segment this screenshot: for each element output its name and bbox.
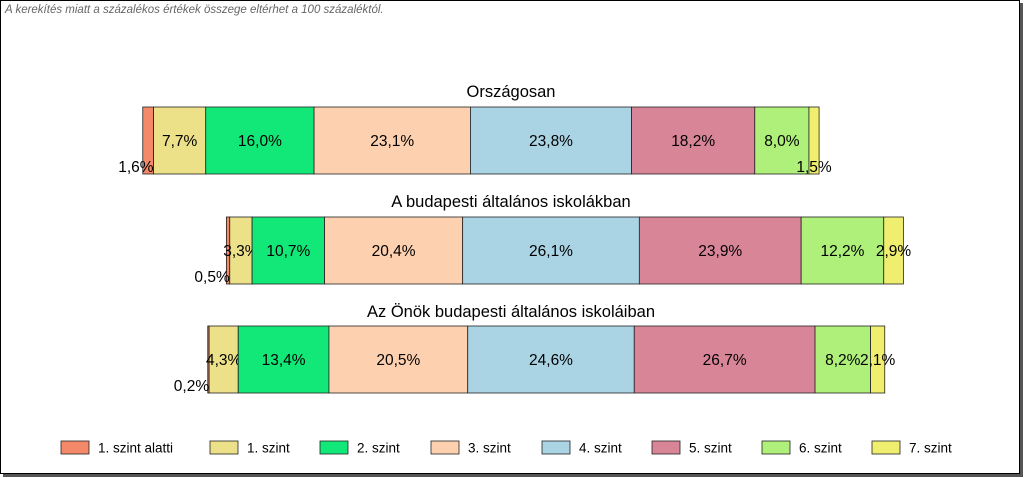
segment-label-3-8: 2,1% <box>860 352 896 369</box>
segment-label-3-6: 26,7% <box>703 352 747 369</box>
segment-label-2-2: 3,3% <box>223 243 259 260</box>
bar-segment-3-7 <box>814 325 871 394</box>
segment-label-3-3: 13,4% <box>262 352 306 369</box>
legend-label-8: 7. szint <box>909 441 952 456</box>
segment-label-2-7: 12,2% <box>820 243 864 260</box>
segment-label-3-1: 0,2% <box>174 378 210 395</box>
bar-segment-2-7 <box>800 216 885 285</box>
legend-swatch-6 <box>651 440 681 455</box>
bar-segment-3-2 <box>208 325 239 394</box>
segment-label-2-1: 0,5% <box>194 269 230 286</box>
legend-swatch-5 <box>541 440 571 455</box>
bar-title-1: Országosan <box>467 83 556 101</box>
legend-swatch-1 <box>60 440 90 455</box>
segment-label-3-7: 8,2% <box>825 352 861 369</box>
legend-swatch-4 <box>430 440 460 455</box>
legend-swatch-2 <box>209 440 239 455</box>
legend-label-7: 6. szint <box>799 441 842 456</box>
bar-segment-1-6 <box>631 106 756 175</box>
segment-label-2-6: 23,9% <box>698 243 742 260</box>
legend-label-5: 4. szint <box>579 441 622 456</box>
segment-label-3-2: 4,3% <box>206 352 242 369</box>
legend-swatch-7 <box>761 440 791 455</box>
legend-label-1: 1. szint alatti <box>98 441 173 456</box>
bar-segment-2-5 <box>462 216 640 285</box>
segment-label-1-4: 23,1% <box>370 133 414 150</box>
bar-segment-2-8 <box>883 216 904 285</box>
segment-label-2-4: 20,4% <box>372 243 416 260</box>
bar-title-3: Az Önök budapesti általános iskoláiban <box>367 303 655 321</box>
legend-label-3: 2. szint <box>357 441 400 456</box>
rounding-note: A kerekítés miatt a százalékos értékek ö… <box>5 4 384 16</box>
bar-title-2: A budapesti általános iskolákban <box>391 193 630 211</box>
segment-label-1-2: 7,7% <box>162 133 198 150</box>
bar-segment-3-8 <box>870 325 886 394</box>
legend-label-2: 1. szint <box>247 441 290 456</box>
segment-label-1-3: 16,0% <box>238 133 282 150</box>
segment-label-1-6: 18,2% <box>671 133 715 150</box>
segment-label-2-5: 26,1% <box>529 243 573 260</box>
bar-segment-2-6 <box>638 216 802 285</box>
bar-segment-1-2 <box>153 106 207 175</box>
bar-segment-1-5 <box>470 106 632 175</box>
legend-label-6: 5. szint <box>689 441 732 456</box>
bar-segment-1-8 <box>808 106 820 175</box>
segment-label-2-3: 10,7% <box>266 243 310 260</box>
legend-label-4: 3. szint <box>468 441 511 456</box>
bar-segment-2-4 <box>324 216 464 285</box>
bar-segment-1-7 <box>754 106 810 175</box>
bar-segment-3-5 <box>467 325 635 394</box>
segment-label-3-4: 20,5% <box>376 352 420 369</box>
bar-segment-3-4 <box>328 325 469 394</box>
legend-swatch-8 <box>871 440 901 455</box>
segment-label-1-8: 1,5% <box>796 159 832 176</box>
segment-label-1-7: 8,0% <box>764 133 800 150</box>
segment-label-2-8: 2,9% <box>876 243 912 260</box>
segment-label-1-1: 1,6% <box>118 159 154 176</box>
bar-segment-3-6 <box>633 325 816 394</box>
segment-label-1-5: 23,8% <box>529 133 573 150</box>
segment-label-3-5: 24,6% <box>529 352 573 369</box>
bar-segment-1-4 <box>313 106 471 175</box>
bar-segment-3-3 <box>237 325 330 394</box>
legend-swatch-3 <box>319 440 349 455</box>
